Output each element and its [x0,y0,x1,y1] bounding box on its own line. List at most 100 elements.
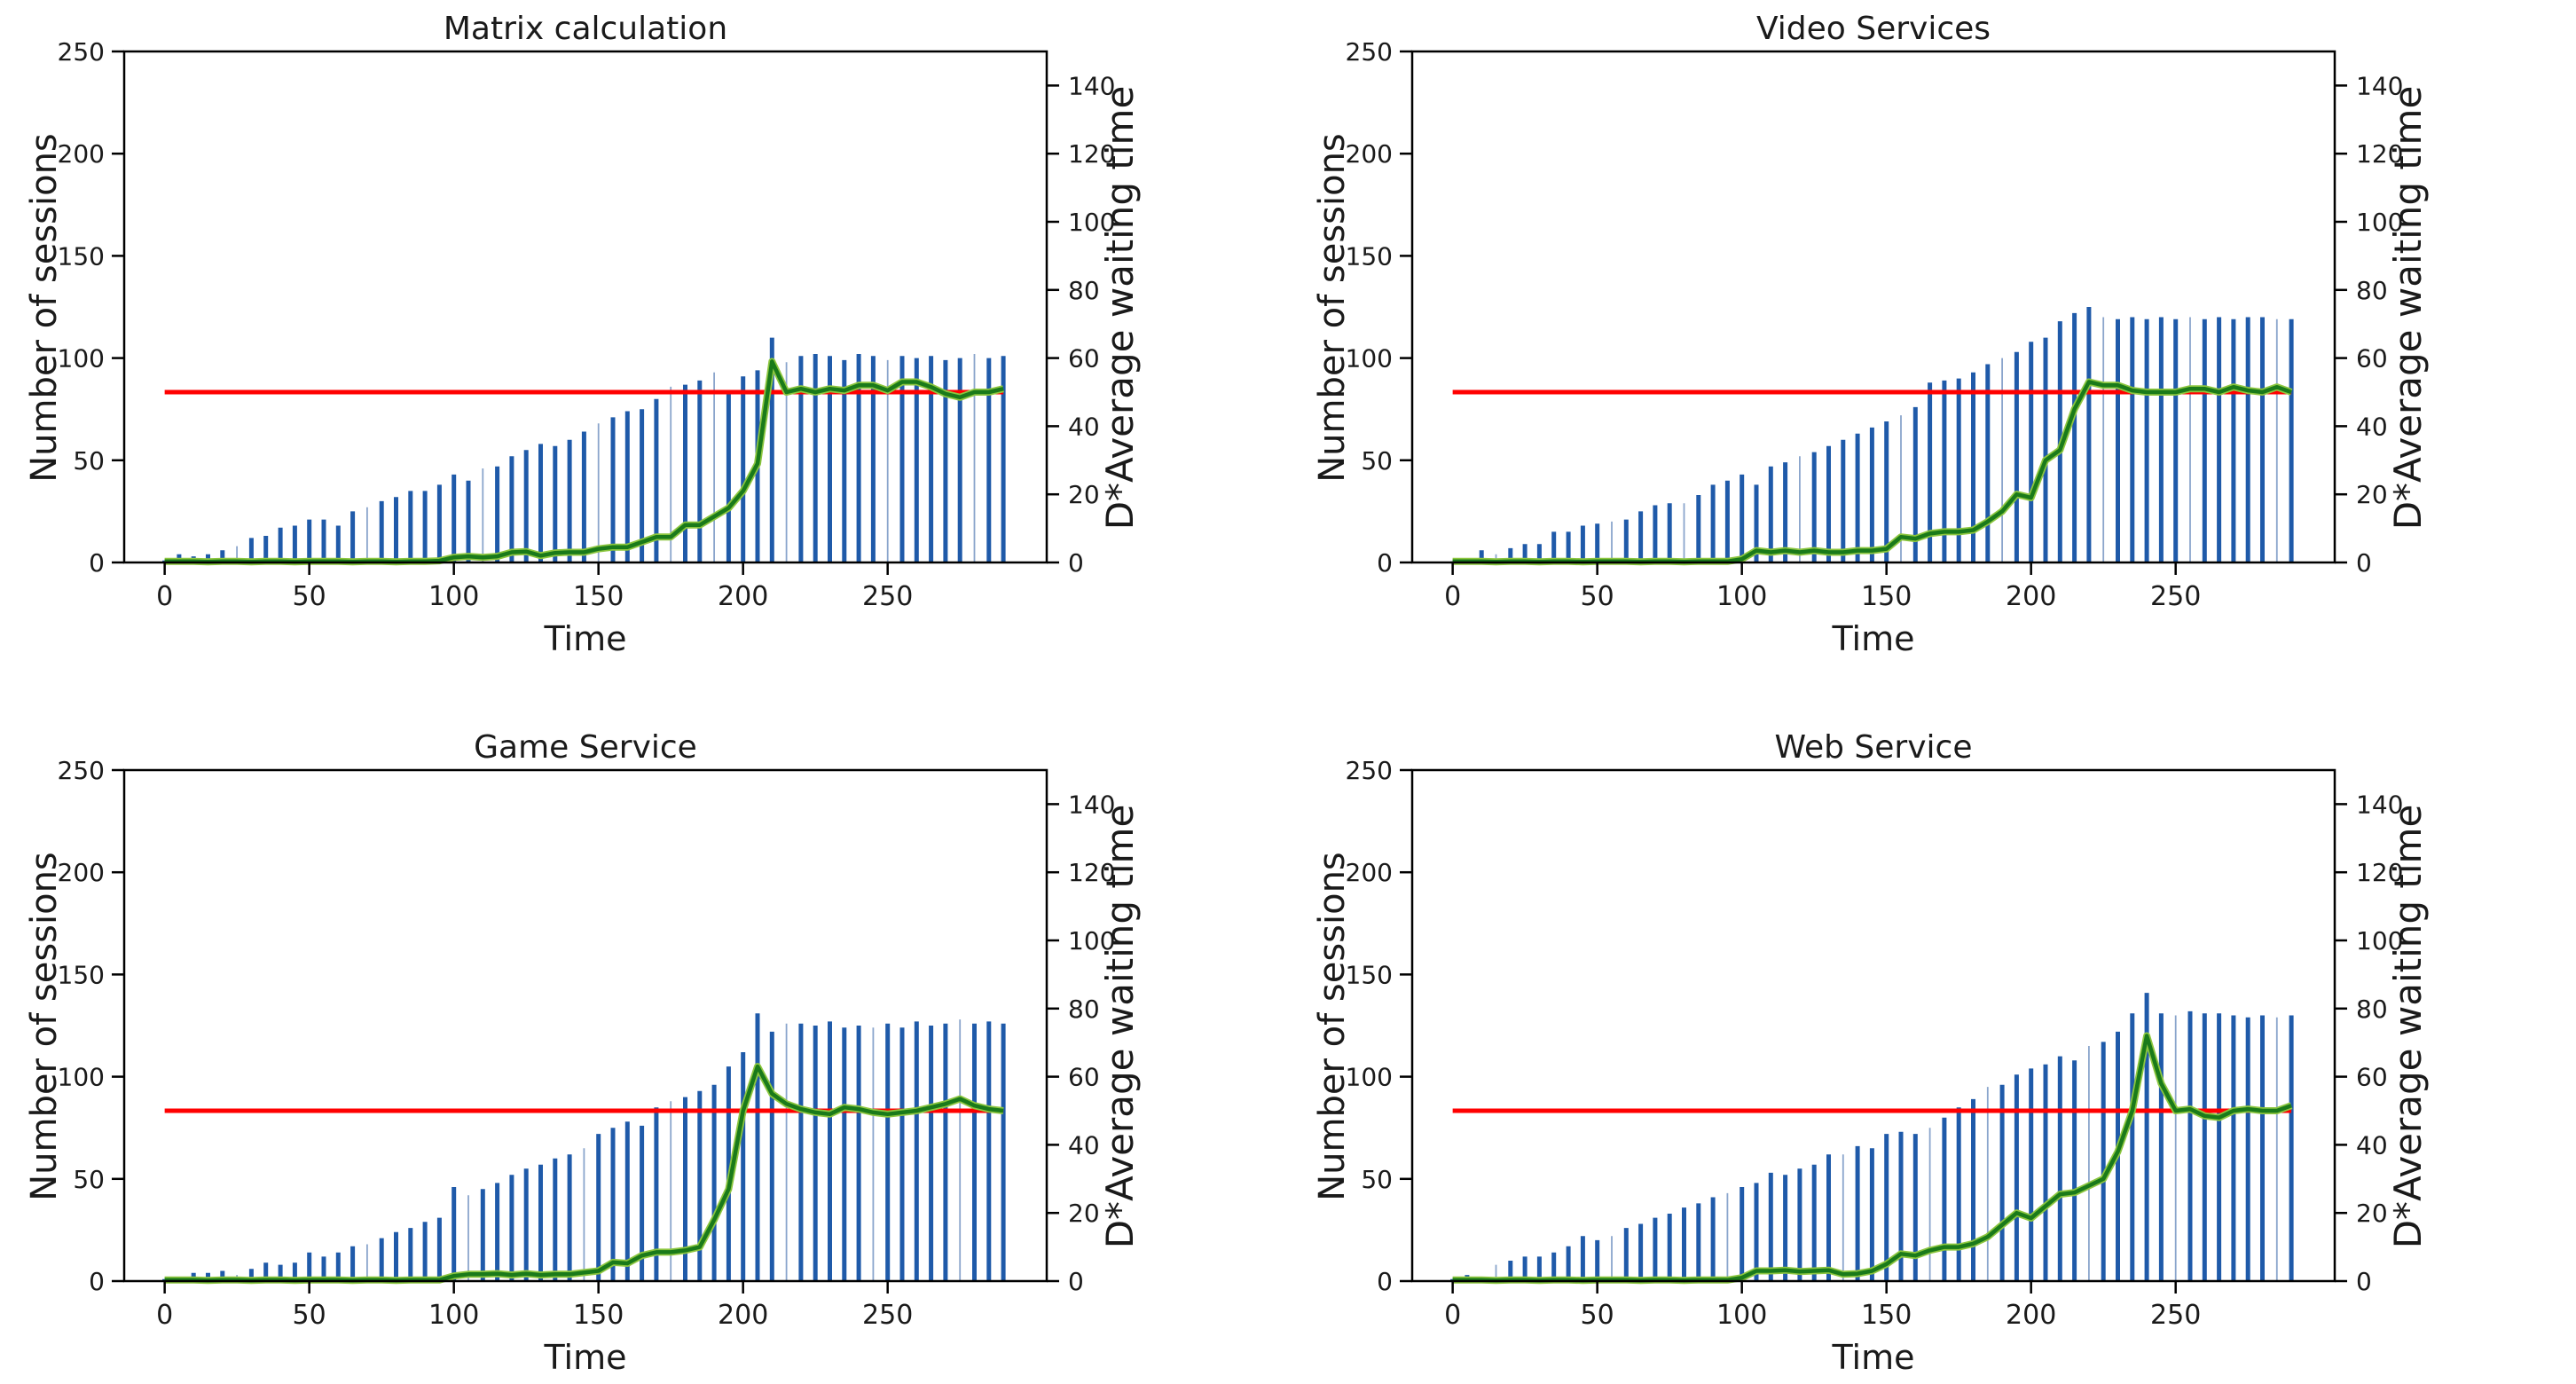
y-left-tick-label: 50 [1361,446,1393,476]
x-tick-label: 200 [718,1300,768,1331]
y-right-tick-label: 20 [1068,1199,1100,1228]
y-left-tick-label: 150 [1346,241,1393,271]
y-right-tick-label: 140 [2356,71,2403,100]
x-tick-label: 250 [2150,581,2201,612]
plot-border [122,50,1048,564]
y-right-tick-label: 0 [1068,548,1084,578]
y-right-tick-label: 120 [1068,139,1115,169]
plot-border [1410,50,2336,564]
y-axis-right-ticks: 0 20 40 60 80 100 120 140 [1047,790,1115,1296]
y-left-tick-label: 200 [58,139,105,169]
y-left-tick-label: 250 [1346,756,1393,785]
y-right-tick-label: 0 [2356,548,2372,578]
session-bars [162,337,1006,562]
y-right-tick-label: 100 [2356,926,2403,955]
y-right-tick-label: 80 [2356,995,2388,1024]
y-left-tick-label: 50 [73,1165,105,1194]
y-left-tick-label: 100 [1346,344,1393,374]
chart-panel-video-services: 0 50 100 150 200 250 0 50 100 150 200 250 0 20 40 60 80 1… [1288,0,2576,692]
y-right-tick-label: 140 [1068,71,1115,100]
chart-canvas-web-service: 0 50 100 150 200 250 0 50 100 150 200 250 0 20 40 60 80 1… [1346,756,2404,1331]
x-tick-label: 50 [1581,581,1614,612]
y-right-tick-label: 100 [1068,926,1115,955]
session-bars [1450,307,2294,562]
y-left-tick-label: 50 [73,446,105,476]
chart-canvas-game-service: 0 50 100 150 200 250 0 50 100 150 200 250 0 20 40 60 80 1… [58,756,1116,1331]
y-axis-label-right: D*Average waiting time [1098,804,1142,1249]
x-tick-label: 100 [428,581,479,612]
plot-border [122,768,1048,1283]
y-left-tick-label: 150 [1346,960,1393,989]
x-axis-label: Time [1832,619,1915,658]
x-tick-label: 0 [156,1300,173,1331]
y-right-tick-label: 40 [2356,1130,2388,1160]
y-axis-label-left: Number of sessions [24,133,65,483]
chart-canvas-matrix-calculation: 0 50 100 150 200 250 0 50 100 150 200 250 0 20 40 60 80 1… [58,37,1116,612]
x-tick-label: 100 [1716,1300,1767,1331]
x-tick-label: 200 [2006,1300,2056,1331]
x-tick-label: 150 [573,1300,624,1331]
y-axis-right-ticks: 0 20 40 60 80 100 120 140 [1047,71,1115,578]
y-right-tick-label: 0 [1068,1267,1084,1296]
x-tick-label: 150 [1861,1300,1912,1331]
x-axis-ticks: 0 50 100 150 200 250 [1444,562,2201,612]
chart-canvas-video-services: 0 50 100 150 200 250 0 50 100 150 200 250 0 20 40 60 80 1… [1346,37,2404,612]
session-bars-thin [1495,1015,2278,1281]
x-axis-ticks: 0 50 100 150 200 250 [156,1281,913,1331]
y-axis-label-left: Number of sessions [24,852,65,1201]
x-axis-ticks: 0 50 100 150 200 250 [156,562,913,612]
y-right-tick-label: 100 [1068,208,1115,237]
y-axis-right-ticks: 0 20 40 60 80 100 120 140 [2335,71,2403,578]
y-left-tick-label: 250 [1346,37,1393,67]
x-tick-label: 250 [862,581,913,612]
x-tick-label: 200 [718,581,768,612]
y-left-tick-label: 100 [58,344,105,374]
x-tick-label: 0 [156,581,173,612]
y-left-tick-label: 100 [1346,1063,1393,1092]
y-axis-label-right: D*Average waiting time [2386,804,2430,1249]
y-left-tick-label: 150 [58,960,105,989]
y-left-tick-label: 200 [58,858,105,887]
chart-panel-game-service: 0 50 100 150 200 250 0 50 100 150 200 250 0 20 40 60 80 1… [0,692,1288,1384]
x-tick-label: 200 [2006,581,2056,612]
x-tick-label: 150 [573,581,624,612]
y-axis-left-ticks: 0 50 100 150 200 250 [58,37,124,578]
y-right-tick-label: 60 [1068,344,1100,374]
y-right-tick-label: 20 [2356,1199,2388,1228]
session-bars-thin [236,354,976,562]
y-left-tick-label: 0 [1377,548,1393,578]
y-left-tick-label: 50 [1361,1165,1393,1194]
y-right-tick-label: 40 [2356,412,2388,441]
y-right-tick-label: 40 [1068,1130,1100,1160]
y-right-tick-label: 120 [1068,858,1115,887]
x-tick-label: 150 [1861,581,1912,612]
y-right-tick-label: 80 [1068,995,1100,1024]
y-right-tick-label: 100 [2356,208,2403,237]
y-right-tick-label: 140 [1068,790,1115,819]
chart-title: Matrix calculation [443,11,728,47]
y-axis-left-ticks: 0 50 100 150 200 250 [1346,37,1412,578]
y-right-tick-label: 20 [2356,480,2388,509]
y-right-tick-label: 80 [2356,276,2388,305]
chart-panel-matrix-calculation: 0 50 100 150 200 250 0 50 100 150 200 250 0 20 40 60 80 1… [0,0,1288,692]
y-right-tick-label: 80 [1068,276,1100,305]
y-left-tick-label: 250 [58,37,105,67]
y-axis-label-left: Number of sessions [1312,133,1353,483]
y-left-tick-label: 0 [89,548,105,578]
x-tick-label: 250 [862,1300,913,1331]
x-axis-ticks: 0 50 100 150 200 250 [1444,1281,2201,1331]
x-tick-label: 50 [1581,1300,1614,1331]
x-tick-label: 100 [428,1300,479,1331]
x-tick-label: 0 [1444,1300,1461,1331]
y-right-tick-label: 60 [2356,344,2388,374]
x-tick-label: 250 [2150,1300,2201,1331]
y-right-tick-label: 0 [2356,1267,2372,1296]
y-axis-right-ticks: 0 20 40 60 80 100 120 140 [2335,790,2403,1296]
y-left-tick-label: 100 [58,1063,105,1092]
y-right-tick-label: 140 [2356,790,2403,819]
y-axis-label-left: Number of sessions [1312,852,1353,1201]
y-left-tick-label: 250 [58,756,105,785]
y-left-tick-label: 150 [58,241,105,271]
chart-title: Web Service [1774,729,1973,766]
y-axis-left-ticks: 0 50 100 150 200 250 [58,756,124,1296]
